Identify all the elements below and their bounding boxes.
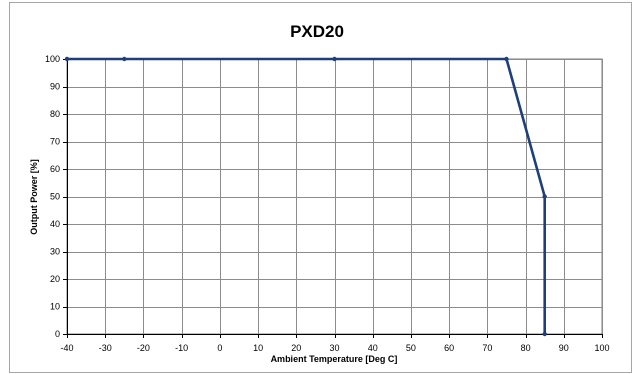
y-tick-label: 10 <box>50 302 60 312</box>
x-tick-label: -10 <box>175 343 188 353</box>
y-tick-label: 90 <box>50 82 60 92</box>
x-tick-label: 50 <box>406 343 416 353</box>
data-point <box>542 194 547 199</box>
series-line <box>67 57 547 334</box>
y-tick-label: 20 <box>50 274 60 284</box>
y-tick-label: 0 <box>55 329 60 339</box>
x-tick-label: -40 <box>60 343 73 353</box>
plot-area-border <box>66 58 603 335</box>
tick-labels: -40 -30 -20 -10 0 10 20 30 40 50 60 70 80 90 100 0 10 20 3… <box>45 54 610 353</box>
x-tick-label: 30 <box>329 343 339 353</box>
data-point <box>332 56 337 62</box>
x-tick-label: 90 <box>559 343 569 353</box>
x-tick-label: 10 <box>253 343 263 353</box>
y-tick-label: 50 <box>50 192 60 202</box>
data-point <box>122 56 127 62</box>
chart-title: PXD20 <box>290 22 344 41</box>
y-axis-title: Output Power [%] <box>29 159 39 235</box>
y-tick-label: 60 <box>50 164 60 174</box>
x-tick-label: -20 <box>137 343 150 353</box>
x-tick-label: 40 <box>368 343 378 353</box>
data-point <box>542 331 547 337</box>
y-tick-label: 70 <box>50 137 60 147</box>
series <box>64 56 547 337</box>
y-tick-label: 40 <box>50 219 60 229</box>
data-point <box>64 56 70 62</box>
y-tick-label: 80 <box>50 109 60 119</box>
y-tick-label: 30 <box>50 247 60 257</box>
x-tick-label: -30 <box>99 343 112 353</box>
x-tick-label: 80 <box>521 343 531 353</box>
chart-frame <box>9 2 632 373</box>
x-tick-label: 0 <box>217 343 222 353</box>
x-tick-label: 100 <box>594 343 609 353</box>
x-tick-label: 70 <box>482 343 492 353</box>
y-tick-label: 100 <box>45 54 60 64</box>
data-point <box>504 56 509 62</box>
x-tick-label: 60 <box>444 343 454 353</box>
x-tick-label: 20 <box>291 343 301 353</box>
x-axis-title: Ambient Temperature [Deg C] <box>271 354 398 364</box>
axes <box>63 59 603 338</box>
grid <box>66 58 603 335</box>
